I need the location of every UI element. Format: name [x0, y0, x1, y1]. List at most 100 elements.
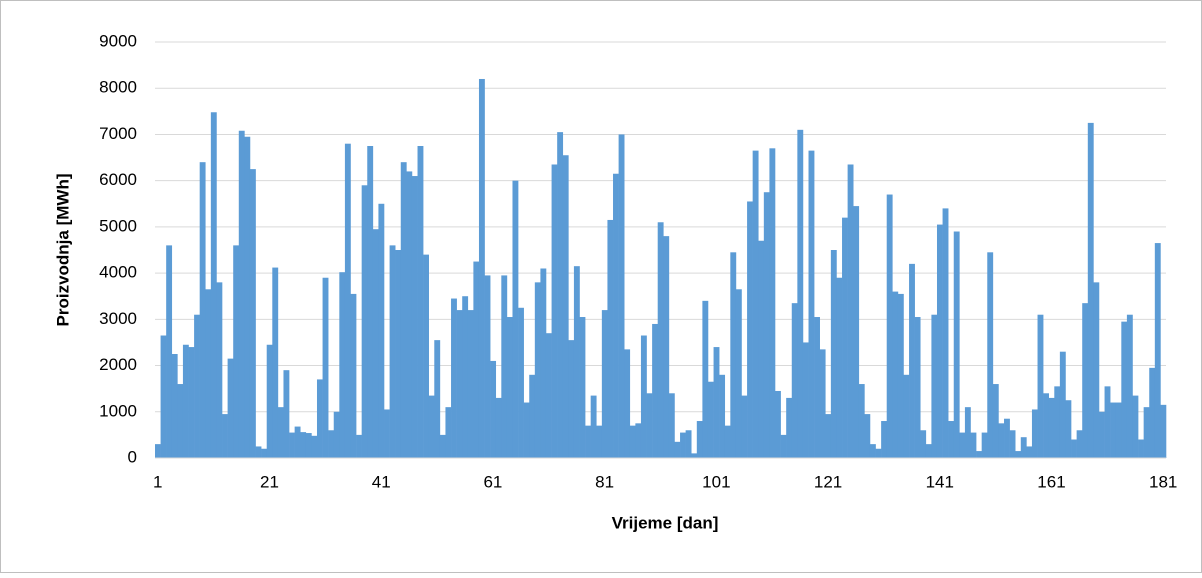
bar: [568, 340, 575, 458]
y-tick-label: 8000: [99, 78, 137, 97]
bar: [1110, 402, 1117, 458]
bar: [786, 397, 793, 458]
bar: [199, 162, 206, 458]
bar: [445, 407, 452, 458]
bar: [205, 289, 212, 458]
bar: [1065, 400, 1072, 458]
y-axis-title: Proizvodnja [MWh]: [53, 174, 72, 327]
x-tick-label: 1: [153, 472, 162, 491]
bar: [339, 272, 346, 458]
bar: [791, 303, 798, 458]
x-axis-title: Vrijeme [dan]: [612, 513, 719, 532]
x-tick-label: 81: [595, 472, 614, 491]
bar: [244, 136, 251, 458]
bar: [1015, 451, 1022, 458]
bar: [506, 317, 513, 458]
bar: [992, 384, 999, 458]
bar: [819, 349, 826, 458]
bar: [920, 430, 927, 458]
bar: [747, 201, 753, 458]
y-tick-label: 4000: [99, 263, 137, 282]
bar: [428, 395, 435, 458]
bar: [797, 129, 804, 459]
bar: [1048, 397, 1055, 458]
bar: [294, 426, 301, 458]
bar: [305, 433, 312, 458]
x-tick-label: 61: [483, 472, 502, 491]
bar: [473, 261, 480, 458]
bar: [277, 407, 284, 458]
bar: [909, 263, 915, 458]
bar: [484, 275, 491, 458]
bar: [261, 448, 268, 458]
bar: [490, 360, 497, 458]
bar: [233, 245, 240, 458]
bar: [177, 384, 184, 458]
bar: [719, 374, 726, 458]
bar: [1093, 282, 1100, 458]
y-tick-label: 0: [128, 447, 137, 466]
bar: [227, 358, 234, 458]
y-tick-label: 5000: [99, 216, 137, 235]
bar: [663, 236, 670, 458]
bar: [741, 395, 748, 458]
bar: [518, 307, 524, 458]
bar: [316, 379, 323, 458]
bar: [629, 425, 636, 458]
bar: [936, 224, 943, 458]
bar: [182, 344, 189, 458]
bar: [730, 252, 737, 458]
bar: [886, 194, 893, 459]
bar: [194, 314, 200, 458]
bar: [1104, 386, 1111, 458]
bar: [875, 448, 882, 458]
bar: [1126, 314, 1133, 458]
y-tick-label: 2000: [99, 355, 137, 374]
bar: [478, 78, 485, 458]
x-tick-label: 21: [260, 472, 279, 491]
bar: [361, 185, 368, 459]
bar: [814, 317, 820, 458]
bar: [467, 310, 474, 458]
x-tick-label: 101: [702, 472, 730, 491]
bar: [289, 432, 295, 458]
bar: [411, 176, 418, 459]
bar: [356, 434, 362, 458]
bar: [836, 277, 843, 458]
bar: [853, 206, 860, 458]
bar: [808, 150, 815, 458]
bar: [925, 444, 932, 458]
bar: [931, 314, 938, 458]
bar: [981, 432, 988, 458]
bar: [897, 293, 904, 458]
bar: [942, 208, 949, 458]
bar: [188, 347, 195, 458]
bar: [456, 310, 463, 458]
bar: [216, 282, 223, 458]
bar: [735, 289, 742, 458]
bar: [976, 451, 982, 458]
bar: [613, 173, 619, 458]
bar: [1138, 439, 1144, 458]
bar: [1098, 411, 1105, 458]
y-tick-label: 7000: [99, 124, 137, 143]
bar: [881, 421, 888, 458]
bar: [344, 143, 351, 458]
bar: [249, 169, 256, 458]
bar: [400, 162, 407, 458]
bar: [389, 245, 396, 458]
bar: [1082, 303, 1089, 458]
bar: [1121, 321, 1128, 458]
bar: [1037, 314, 1044, 458]
y-tick-label: 9000: [99, 31, 137, 50]
bar: [713, 347, 720, 458]
bar: [1043, 393, 1050, 458]
bar: [696, 421, 703, 458]
bar: [998, 423, 1005, 458]
y-tick-label: 1000: [99, 401, 137, 420]
bar: [328, 430, 335, 458]
bar: [702, 300, 709, 458]
bar: [160, 335, 167, 458]
bar: [255, 446, 262, 458]
